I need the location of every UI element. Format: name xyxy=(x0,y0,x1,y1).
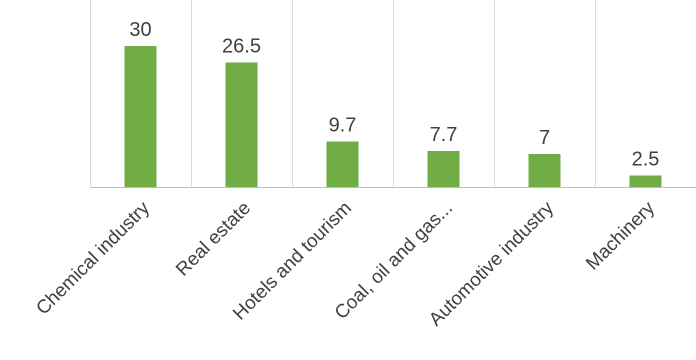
x-tick-label: Machinery xyxy=(582,197,659,274)
data-label: 7 xyxy=(539,127,550,149)
data-label: 7.7 xyxy=(430,124,458,146)
bar xyxy=(225,62,258,187)
data-label: 2.5 xyxy=(632,148,660,170)
bar xyxy=(528,154,561,187)
bar xyxy=(427,150,460,187)
bars xyxy=(124,46,662,188)
bar xyxy=(629,175,662,188)
bar xyxy=(124,46,157,187)
x-tick-label: Real estate xyxy=(172,198,255,281)
data-label: 26.5 xyxy=(222,35,261,57)
x-tick-label: Chemical industry xyxy=(32,197,154,319)
data-labels: 30 26.5 9.7 7.7 7 2.5 xyxy=(129,19,659,170)
data-label: 30 xyxy=(129,19,151,41)
bar xyxy=(326,141,359,187)
data-label: 9.7 xyxy=(329,114,357,136)
category-grid xyxy=(90,0,596,187)
